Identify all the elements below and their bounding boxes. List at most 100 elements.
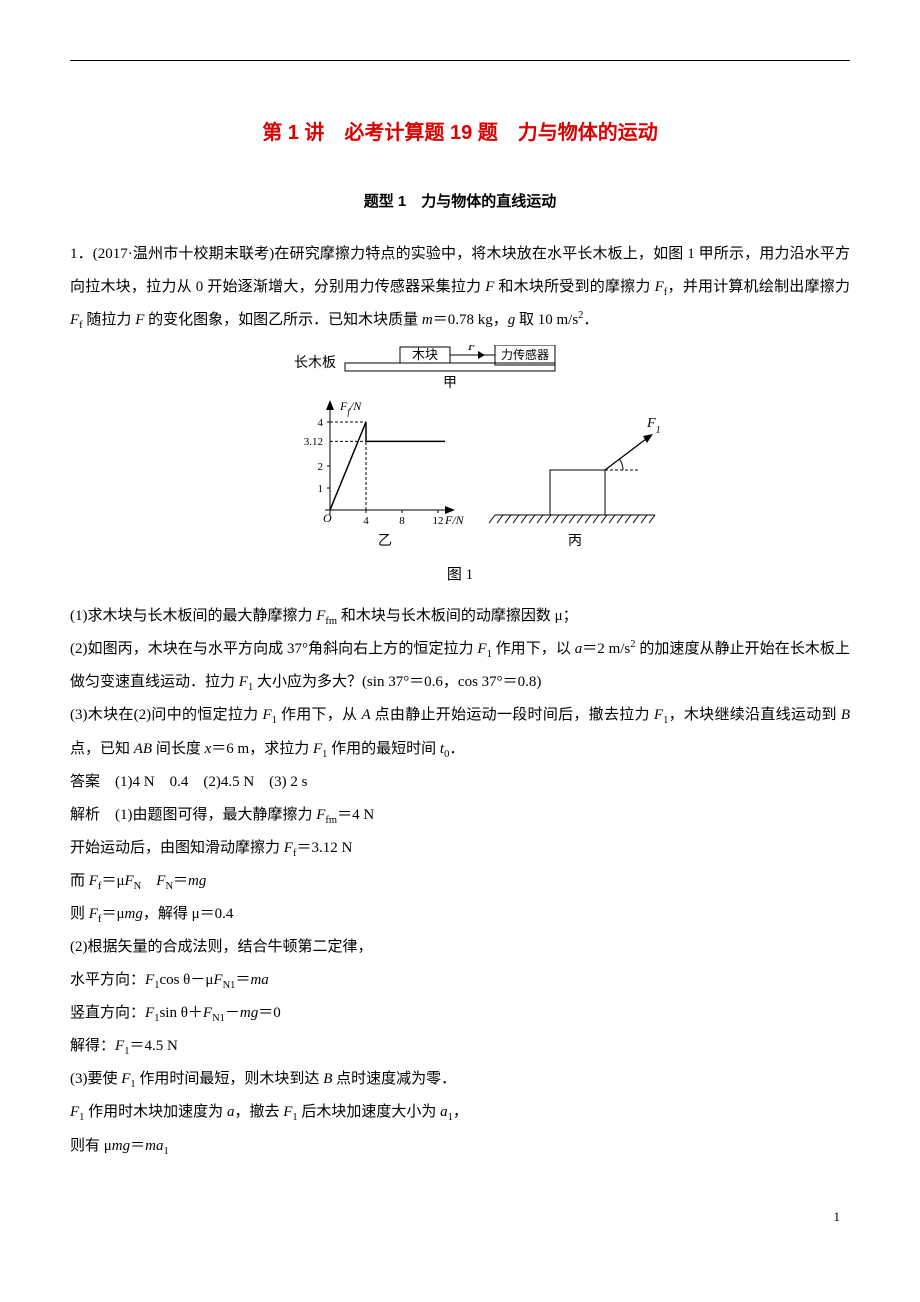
xtick: 8 <box>399 515 405 527</box>
var-mg: mg <box>124 906 142 922</box>
var-FN1: F <box>203 1005 212 1021</box>
origin-label: O <box>323 511 332 525</box>
board-rect <box>345 363 555 371</box>
var-F1: F <box>477 641 486 657</box>
text: 点，已知 <box>70 741 134 757</box>
fig-right: F1 丙 <box>489 416 661 549</box>
text: 解得： <box>70 1038 115 1054</box>
problem-1-stem: 1．(2017·温州市十校期末联考)在研究摩擦力特点的实验中，将木块放在水平长木… <box>70 238 850 337</box>
text: ，木块继续沿直线运动到 <box>668 707 841 723</box>
figure-1: 长木板 木块 F 力传感器 甲 1 2 3.12 4 4 <box>70 345 850 555</box>
fig-chart: 1 2 3.12 4 4 8 12 O Ff/N F/N 乙 <box>304 399 465 549</box>
text: ， <box>453 1104 468 1120</box>
text: ＝3.12 N <box>296 840 352 856</box>
text: ＝2 m/s <box>582 641 630 657</box>
var-F1: F <box>70 1104 79 1120</box>
fig-chart-caption: 乙 <box>378 533 392 549</box>
text: ＝ <box>173 873 188 889</box>
text: ＝ <box>235 972 250 988</box>
sub: fm <box>325 616 337 627</box>
question-3: (3)木块在(2)问中的恒定拉力 F1 作用下，从 A 点由静止开始运动一段时间… <box>70 699 850 765</box>
var-F1: F <box>654 707 663 723</box>
text: 而 <box>70 873 89 889</box>
arrowhead-icon <box>643 434 653 443</box>
solution-3: 而 Ff＝μFN FN＝mg <box>70 865 850 898</box>
var-mg: mg <box>240 1005 258 1021</box>
ytick: 3.12 <box>304 436 323 448</box>
text: (3)木块在(2)问中的恒定拉力 <box>70 707 262 723</box>
var-Ff: F <box>70 312 79 328</box>
sub: N <box>165 881 173 892</box>
text: ＝0 <box>258 1005 281 1021</box>
var-mg: mg <box>188 873 206 889</box>
var-A: A <box>361 707 370 723</box>
page-number: 1 <box>70 1203 850 1232</box>
solution-10: F1 作用时木块加速度为 a，撤去 F1 后木块加速度大小为 a1， <box>70 1096 850 1129</box>
text: 作用下，从 <box>277 707 362 723</box>
var-F1: F <box>283 1104 292 1120</box>
text: ＝4 N <box>337 807 374 823</box>
text <box>141 873 156 889</box>
text: 开始运动后，由图知滑动摩擦力 <box>70 840 284 856</box>
x-axis-label: F/N <box>444 513 465 527</box>
var-F1: F <box>145 1005 154 1021</box>
text: ＝μ <box>101 906 124 922</box>
text: ＝4.5 N <box>129 1038 177 1054</box>
arrowhead-icon <box>326 400 334 410</box>
solution-4: 则 Ff＝μmg，解得 μ＝0.4 <box>70 898 850 931</box>
var-B: B <box>841 707 850 723</box>
text: sin θ＋ <box>159 1005 202 1021</box>
text: 和木块所受到的摩擦力 <box>494 279 654 295</box>
ytick: 2 <box>318 461 324 473</box>
text: (2)如图丙，木块在与水平方向成 37°角斜向右上方的恒定拉力 <box>70 641 477 657</box>
sensor-label: 力传感器 <box>501 347 549 362</box>
text: cos θ－μ <box>159 972 213 988</box>
var-FN1: F <box>213 972 222 988</box>
fig-right-caption: 丙 <box>568 534 582 549</box>
var-F1: F <box>239 674 248 690</box>
var-F1: F <box>115 1038 124 1054</box>
text: ，解得 μ＝0.4 <box>143 906 234 922</box>
text: 点时速度减为零． <box>332 1071 456 1087</box>
var-F1: F <box>145 972 154 988</box>
question-2: (2)如图丙，木块在与水平方向成 37°角斜向右上方的恒定拉力 F1 作用下，以… <box>70 633 850 699</box>
text: (3)要使 <box>70 1071 121 1087</box>
section-subtitle: 题型 1 力与物体的直线运动 <box>70 185 850 218</box>
text: ． <box>449 741 464 757</box>
ytick: 4 <box>318 417 324 429</box>
xtick: 4 <box>363 515 369 527</box>
var-Ff: F <box>89 873 98 889</box>
text: 水平方向： <box>70 972 145 988</box>
var-B: B <box>323 1071 332 1087</box>
force-label: F <box>467 345 477 353</box>
var-a1: a <box>440 1104 448 1120</box>
text: 则 <box>70 906 89 922</box>
hatch <box>489 515 655 523</box>
text: 作用下，以 <box>492 641 575 657</box>
var-F1: F <box>313 741 322 757</box>
f1-label: F1 <box>646 416 661 436</box>
text: － <box>225 1005 240 1021</box>
var-F: F <box>135 312 144 328</box>
figure-caption: 图 1 <box>70 559 850 592</box>
text: 随拉力 <box>83 312 136 328</box>
text: 作用时间最短，则木块到达 <box>136 1071 324 1087</box>
var-Ff: F <box>284 840 293 856</box>
text: ＝μ <box>101 873 124 889</box>
solution-9: (3)要使 F1 作用时间最短，则木块到达 B 点时速度减为零． <box>70 1063 850 1096</box>
text: (1)求木块与长木板间的最大静摩擦力 <box>70 608 316 624</box>
var-ma: ma <box>250 972 268 988</box>
fig-top-caption: 甲 <box>443 376 457 391</box>
block-rect <box>550 470 605 515</box>
text: 大小应为多大？(sin 37°＝0.6，cos 37°＝0.8) <box>253 674 541 690</box>
text: 竖直方向： <box>70 1005 145 1021</box>
sub: N1 <box>223 980 236 991</box>
text: 后木块加速度大小为 <box>298 1104 441 1120</box>
solution-5: (2)根据矢量的合成法则，结合牛顿第二定律， <box>70 931 850 964</box>
ytick: 1 <box>318 483 324 495</box>
text: ． <box>583 312 598 328</box>
sub: N1 <box>212 1013 225 1024</box>
text: 解析 (1)由题图可得，最大静摩擦力 <box>70 807 316 823</box>
text: 的变化图象，如图乙所示．已知木块质量 <box>144 312 422 328</box>
solution-1: 解析 (1)由题图可得，最大静摩擦力 Ffm＝4 N <box>70 799 850 832</box>
